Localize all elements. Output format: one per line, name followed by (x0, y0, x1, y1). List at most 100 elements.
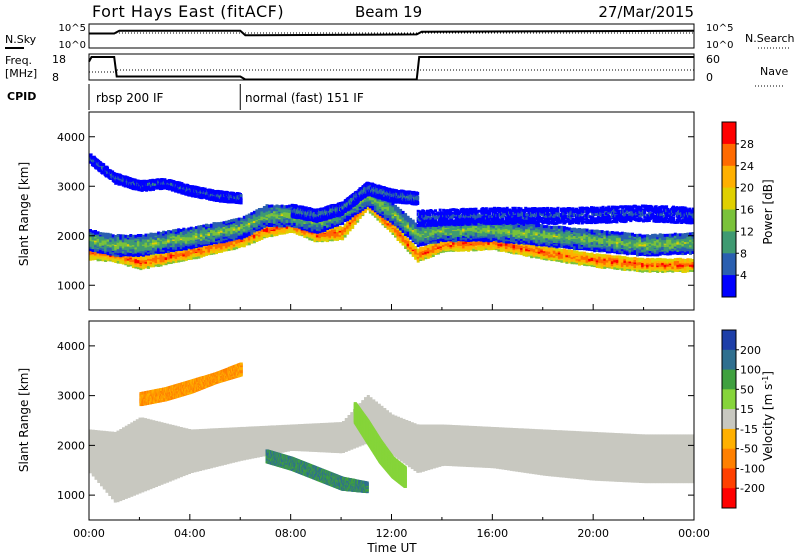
power-cell (472, 235, 476, 239)
power-cell (119, 254, 123, 258)
power-cell (689, 268, 692, 272)
power-cell (152, 243, 155, 247)
power-cell (162, 256, 166, 260)
power-cell (164, 262, 168, 266)
power-cell (651, 246, 655, 250)
power-cell (689, 258, 692, 262)
power-cell (205, 234, 208, 238)
power-cell (462, 248, 466, 252)
power-cell (683, 260, 687, 264)
power-cell (343, 218, 347, 222)
power-cell (537, 229, 541, 233)
power-cell (159, 231, 163, 235)
power-cell (530, 255, 534, 259)
nsearch-label: N.Search (745, 32, 795, 45)
power-cell (101, 242, 105, 246)
power-cell (532, 251, 536, 255)
power-cell (565, 249, 569, 253)
power-cell (207, 238, 211, 242)
power-cell (187, 229, 191, 233)
power-cell (575, 238, 579, 242)
power-cell (376, 207, 380, 211)
power-cell (436, 236, 440, 240)
power-cell (469, 246, 473, 250)
power-cell (424, 247, 428, 251)
power-cell (104, 259, 108, 262)
power-cell (373, 214, 377, 218)
power-cell (482, 245, 486, 249)
power-cell (341, 221, 345, 225)
power-cell (288, 230, 292, 233)
power-cell (605, 230, 609, 234)
power-cell (658, 233, 662, 237)
power-cell (562, 256, 566, 260)
power-cell (89, 237, 92, 240)
power-cell (348, 210, 352, 214)
power-cell (618, 251, 622, 255)
power-cell (681, 233, 685, 237)
power-cell (179, 242, 183, 246)
power-cell (235, 225, 239, 229)
power-cell (252, 214, 256, 218)
power-cell (678, 263, 682, 267)
power-cell (668, 263, 672, 267)
power-cell (620, 257, 624, 261)
power-cell (184, 228, 188, 232)
power-cell (399, 234, 403, 238)
power-cell (179, 234, 183, 238)
power-cell (492, 235, 496, 239)
power-cell (114, 247, 118, 250)
power-cell (141, 257, 145, 261)
freq-tick-low: 8 (52, 71, 59, 84)
power-cell (633, 249, 637, 253)
power-cell (212, 238, 216, 242)
power-cell (671, 267, 675, 271)
power-cell (260, 211, 264, 215)
power-cell (593, 249, 597, 253)
power-cell (205, 246, 208, 250)
power-cell (424, 256, 428, 260)
power-cell (293, 223, 297, 226)
power-cell (356, 216, 360, 219)
power-cell (187, 256, 191, 260)
power-cell (333, 222, 337, 226)
power-cell (247, 239, 251, 243)
power-cell (368, 208, 372, 212)
power-cell (610, 235, 614, 239)
power-cell (320, 229, 324, 233)
power-cell (406, 219, 410, 222)
power-cell (590, 257, 594, 261)
power-cell (431, 232, 435, 235)
power-cell (308, 227, 312, 231)
power-cell (492, 241, 496, 245)
power-cell (391, 204, 395, 208)
power-cell (368, 202, 372, 206)
power-cell (431, 234, 435, 238)
power-cell (598, 257, 602, 261)
power-cell (565, 228, 569, 232)
power-cell (497, 230, 501, 234)
power-cell (169, 244, 173, 248)
power-cell (633, 240, 637, 244)
power-cell (285, 223, 289, 227)
power-cell (691, 269, 694, 272)
power-cell (588, 242, 592, 246)
power-cell (164, 231, 168, 235)
power-cell (315, 237, 319, 241)
power-cell (580, 245, 584, 249)
power-cell (119, 257, 123, 261)
power-cell (452, 247, 455, 251)
power-cell (656, 249, 660, 253)
power-cell (152, 234, 155, 238)
power-cell (323, 238, 327, 242)
power-cell (691, 259, 694, 262)
power-cell (615, 240, 619, 244)
power-cell (530, 230, 534, 234)
power-cell (603, 235, 607, 239)
power-cell (610, 258, 614, 262)
power-cell (507, 235, 511, 238)
power-cell (441, 235, 445, 239)
power-cell (152, 247, 155, 251)
power-cell (260, 219, 264, 223)
power-cell (411, 243, 415, 246)
